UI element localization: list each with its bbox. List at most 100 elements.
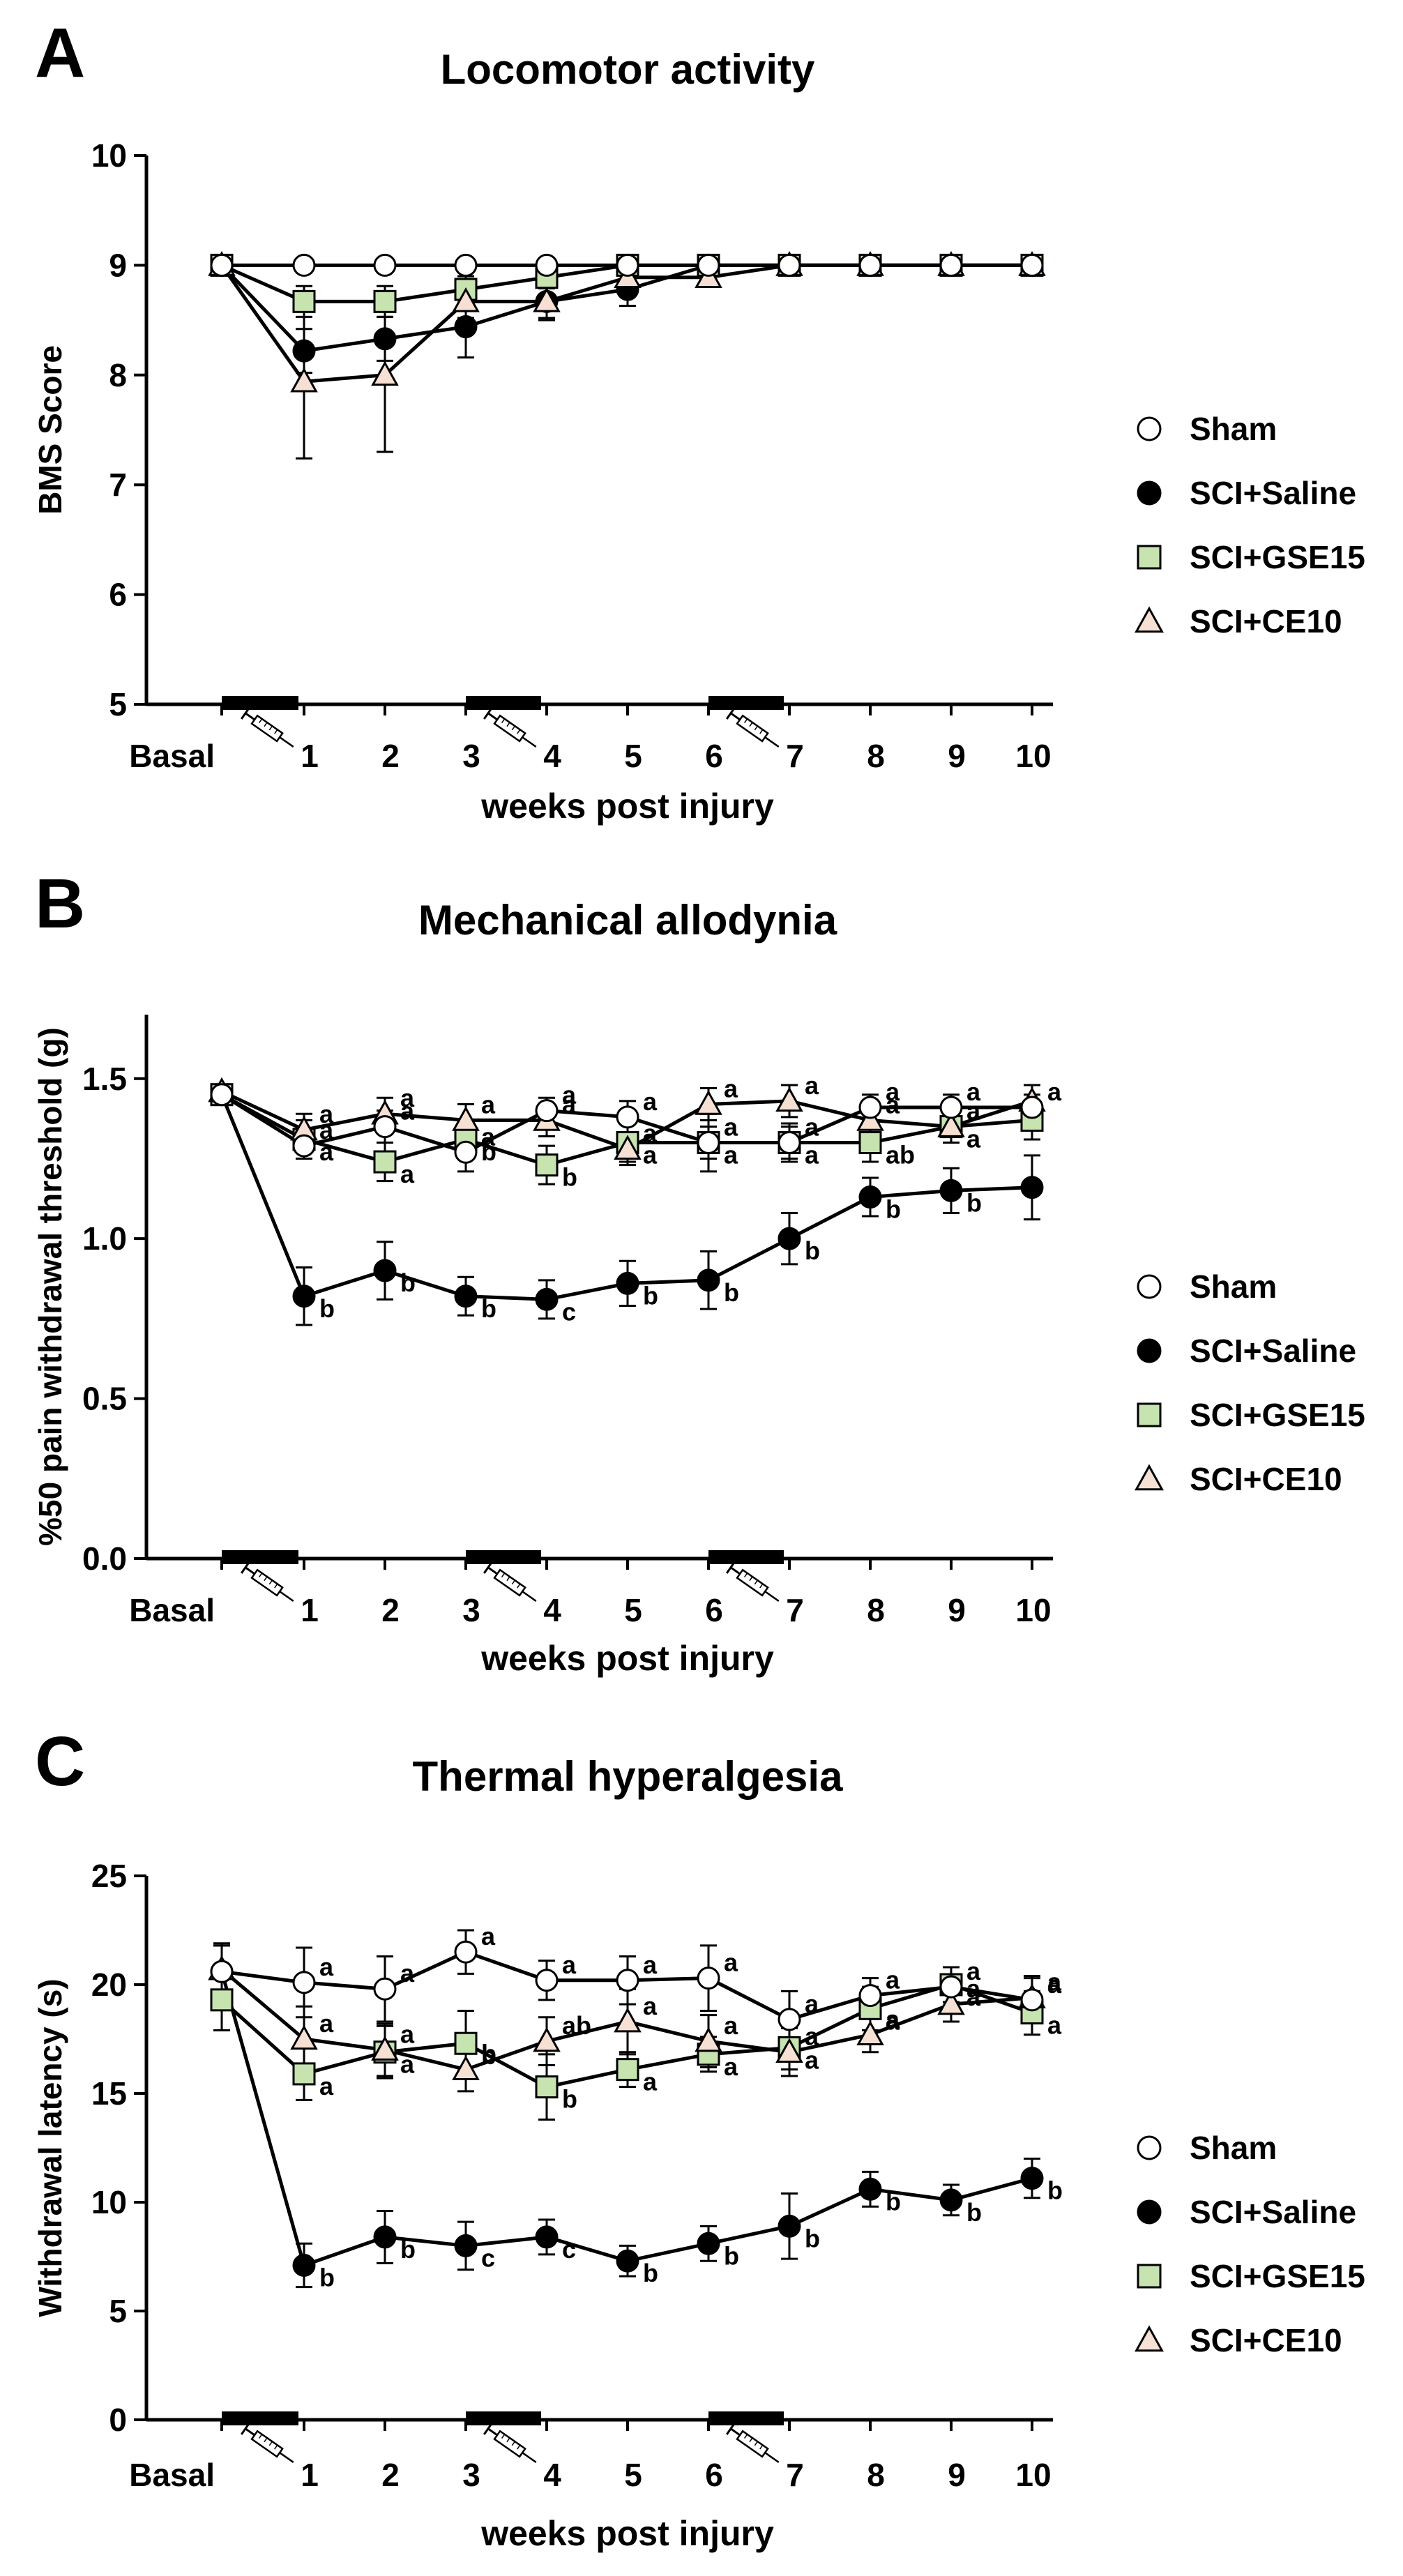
x-tick-label: 2 <box>381 1592 400 1628</box>
treatment-bar <box>708 696 784 710</box>
y-axis-label: BMS Score <box>32 345 68 515</box>
syringe-tick <box>517 729 521 734</box>
x-tick-label: 4 <box>543 738 561 774</box>
syringe-tick <box>501 1573 506 1577</box>
data-point-saline <box>292 1285 316 1308</box>
significance-label: a <box>724 1074 738 1103</box>
data-point-sham <box>292 1134 316 1158</box>
syringe-tick <box>511 1579 515 1585</box>
data-point-saline <box>454 315 478 339</box>
data-point-saline <box>292 2253 316 2277</box>
data-point-sham <box>697 253 720 277</box>
x-axis-label: weeks post injury <box>480 2514 774 2553</box>
significance-label: b <box>643 1281 658 1310</box>
significance-label: a <box>724 2052 738 2081</box>
data-point-sham <box>616 253 639 277</box>
data-point-sham <box>454 253 478 277</box>
x-axis-label: weeks post injury <box>480 1639 774 1678</box>
data-point-ce10 <box>856 2020 884 2046</box>
syringe-barrel <box>736 2430 769 2458</box>
syringe-plunger <box>487 712 498 721</box>
treatment-bar <box>222 696 298 710</box>
significance-label: b <box>319 2263 335 2291</box>
data-point-saline <box>1020 2167 1044 2190</box>
syringe-tick <box>274 1583 278 1589</box>
syringe-plunger <box>245 1566 255 1575</box>
significance-label: b <box>724 2241 739 2270</box>
data-point-sham <box>454 1140 478 1164</box>
syringe-handle <box>725 1561 736 1574</box>
syringe-handle <box>483 706 493 720</box>
significance-label: a <box>966 1983 981 2011</box>
treatment-bar <box>222 2411 298 2425</box>
syringe-plunger <box>730 712 741 721</box>
y-axis-label: Withdrawal latency (s) <box>32 1978 68 2317</box>
syringe-plunger <box>245 2427 255 2437</box>
x-tick-label: 1 <box>301 738 319 774</box>
x-tick-label: 10 <box>1015 2457 1051 2493</box>
syringe-tick <box>754 1579 758 1585</box>
significance-label: a <box>319 1116 334 1144</box>
significance-label: a <box>319 1953 334 1981</box>
significance-label: b <box>562 1163 577 1192</box>
data-point-sham <box>535 1099 559 1123</box>
significance-label: a <box>481 1122 496 1151</box>
data-point-ce10 <box>452 287 480 312</box>
significance-label: a <box>805 1141 819 1169</box>
legend-marker-sham <box>1137 2135 1162 2160</box>
significance-label: a <box>643 1992 658 2020</box>
syringe-needle <box>279 2452 294 2463</box>
legend-label: SCI+CE10 <box>1190 603 1342 639</box>
syringe-handle <box>725 2422 736 2435</box>
syringe-plunger <box>487 1566 498 1575</box>
significance-label: c <box>562 2235 576 2264</box>
significance-label: b <box>805 1236 820 1265</box>
legend-marker-saline <box>1137 480 1162 506</box>
significance-label: a <box>966 1957 981 1985</box>
data-point-saline <box>616 2249 639 2273</box>
data-point-saline <box>454 2234 478 2257</box>
data-point-gse15 <box>373 289 397 313</box>
panel-b: B Mechanical allodynia 0.0 0.5 1.0 1.5 Basal 1 2… <box>32 865 1365 1678</box>
legend-marker-gse15 <box>1137 2264 1162 2289</box>
data-point-saline <box>778 2214 801 2238</box>
data-point-ce10 <box>856 1106 884 1131</box>
x-tick-label: 5 <box>624 2457 642 2493</box>
significance-label: a <box>805 1990 819 2018</box>
x-axis-label: weeks post injury <box>480 787 774 826</box>
syringe-tick <box>259 2434 263 2439</box>
y-tick-label: 5 <box>109 686 127 722</box>
data-point-gse15 <box>454 2031 478 2055</box>
significance-label: b <box>562 2085 577 2114</box>
syringe-handle <box>240 1561 250 1574</box>
x-tick-label: 7 <box>786 2457 804 2493</box>
treatment-bar <box>466 1550 541 1564</box>
data-point-gse15 <box>535 1153 559 1177</box>
data-point-sham <box>1020 253 1044 277</box>
syringe-tick <box>268 1579 273 1585</box>
legend-marker-gse15 <box>1137 545 1162 570</box>
data-point-ce10 <box>937 1112 965 1137</box>
syringe-tick <box>749 1576 753 1582</box>
data-point-sham <box>697 1131 720 1155</box>
x-tick-label: 2 <box>381 738 400 774</box>
syringe-icon <box>725 2422 780 2463</box>
syringe-icon <box>240 2422 294 2463</box>
data-point-sham <box>858 253 882 277</box>
significance-label: b <box>805 2224 820 2252</box>
legend-label: SCI+Saline <box>1190 1333 1356 1369</box>
data-point-saline <box>373 2225 397 2249</box>
y-tick-label: 25 <box>91 1858 127 1894</box>
data-point-ce10 <box>775 2038 803 2063</box>
data-point-sham <box>858 1984 882 2008</box>
data-point-saline <box>1020 1176 1044 1199</box>
significance-label: a <box>319 1100 334 1128</box>
legend-marker-sham <box>1137 1274 1162 1299</box>
syringe-tick <box>759 729 764 734</box>
syringe-tick <box>506 722 510 727</box>
data-point-sham <box>535 253 559 277</box>
data-point-saline <box>373 327 397 351</box>
data-point-saline <box>535 2225 559 2249</box>
x-tick-label: 7 <box>786 738 804 774</box>
y-tick-label: 8 <box>109 357 127 393</box>
